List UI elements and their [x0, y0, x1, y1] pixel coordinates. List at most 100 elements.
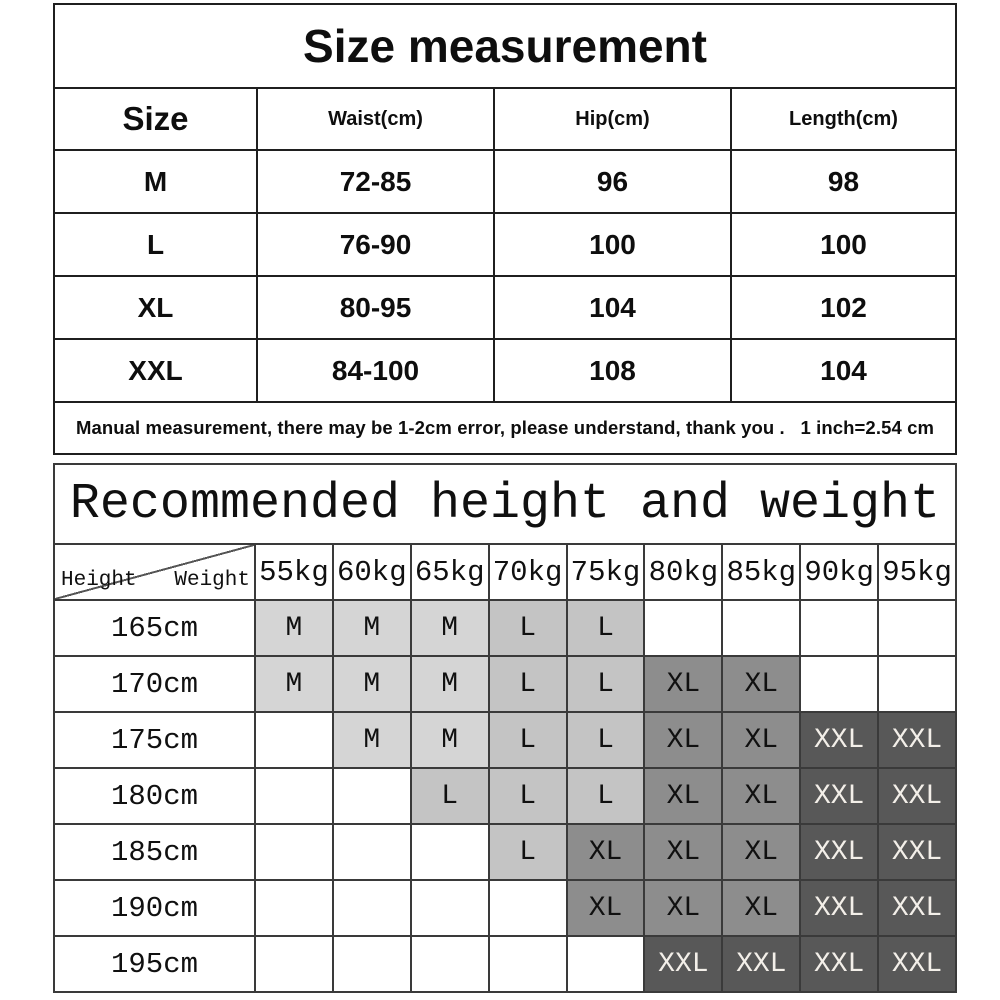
height-label: 195cm	[110, 947, 198, 981]
matrix-cell	[331, 937, 410, 991]
matrix-cell	[409, 825, 488, 879]
height-weight-corner-cell: Height Weight	[55, 545, 254, 599]
waist-value: 80-95	[256, 277, 493, 338]
matrix-cell: XL	[721, 825, 800, 879]
matrix-cell: XL	[721, 769, 800, 823]
matrix-cell: L	[565, 713, 644, 767]
weight-col-80kg: 80kg	[643, 545, 721, 599]
waist-value: 72-85	[256, 151, 493, 212]
size-label: L	[146, 228, 165, 260]
col-header-size: Size	[122, 100, 189, 137]
matrix-cell: XXL	[799, 881, 878, 935]
matrix-cell: XL	[721, 657, 800, 711]
weight-col-90kg: 90kg	[799, 545, 877, 599]
col-header-length: Length(cm)	[730, 89, 955, 149]
length-value: 100	[730, 214, 955, 275]
matrix-cell: L	[487, 713, 566, 767]
matrix-cell: L	[487, 769, 566, 823]
hip-value: 100	[493, 214, 730, 275]
matrix-cell: XXL	[877, 713, 955, 767]
weight-col-85kg: 85kg	[721, 545, 799, 599]
hip-value: 96	[493, 151, 730, 212]
recommended-height-weight-table: Recommended height and weight Height Wei…	[53, 463, 957, 993]
weight-col-55kg: 55kg	[254, 545, 332, 599]
matrix-cell	[721, 601, 799, 655]
matrix-cell: XL	[643, 713, 722, 767]
matrix-cell: L	[565, 657, 644, 711]
matrix-cell	[254, 713, 332, 767]
matrix-cell: XL	[721, 881, 800, 935]
height-label: 185cm	[110, 835, 198, 869]
matrix-cell	[409, 937, 488, 991]
matrix-cell: XXL	[799, 769, 878, 823]
matrix-cell	[331, 769, 410, 823]
matrix-cell	[254, 881, 332, 935]
matrix-cell	[565, 937, 644, 991]
size-table-header-row: Size Waist(cm) Hip(cm) Length(cm)	[55, 87, 955, 149]
matrix-row-185cm: 185cm L XL XL XL XXL XXL	[55, 823, 955, 879]
matrix-cell	[877, 657, 955, 711]
matrix-cell: XL	[721, 713, 800, 767]
matrix-cell: M	[331, 657, 410, 711]
matrix-cell	[643, 601, 721, 655]
length-value: 104	[730, 340, 955, 401]
matrix-cell: XXL	[877, 825, 955, 879]
size-label: M	[143, 165, 168, 197]
size-table-title: Size measurement	[303, 20, 707, 72]
weight-header-row: Height Weight 55kg 60kg 65kg 70kg 75kg 8…	[55, 543, 955, 599]
matrix-cell: M	[254, 601, 332, 655]
col-header-hip: Hip(cm)	[493, 89, 730, 149]
matrix-cell: XL	[643, 657, 722, 711]
size-row-m: M 72-85 96 98	[55, 149, 955, 212]
matrix-cell: L	[487, 601, 566, 655]
height-label: 165cm	[110, 611, 198, 645]
waist-value: 84-100	[256, 340, 493, 401]
recommended-table-title: Recommended height and weight	[69, 475, 941, 533]
length-value: 102	[730, 277, 955, 338]
waist-value: 76-90	[256, 214, 493, 275]
matrix-cell	[331, 881, 410, 935]
weight-col-60kg: 60kg	[331, 545, 410, 599]
matrix-cell	[487, 881, 566, 935]
matrix-cell	[799, 657, 877, 711]
size-row-xl: XL 80-95 104 102	[55, 275, 955, 338]
matrix-cell: XL	[565, 881, 644, 935]
matrix-cell: XL	[643, 825, 722, 879]
col-header-waist: Waist(cm)	[256, 89, 493, 149]
matrix-cell: M	[409, 601, 488, 655]
weight-col-70kg: 70kg	[487, 545, 566, 599]
matrix-cell	[254, 825, 332, 879]
matrix-cell: M	[409, 713, 488, 767]
weight-col-95kg: 95kg	[877, 545, 955, 599]
matrix-cell: XXL	[643, 937, 722, 991]
matrix-cell: XXL	[721, 937, 800, 991]
height-axis-label: Height	[61, 569, 137, 592]
size-label: XL	[137, 291, 174, 323]
matrix-cell: M	[409, 657, 488, 711]
matrix-cell: XXL	[799, 713, 878, 767]
length-value: 98	[730, 151, 955, 212]
matrix-row-180cm: 180cm L L L XL XL XXL XXL	[55, 767, 955, 823]
matrix-cell: L	[487, 825, 566, 879]
matrix-row-165cm: 165cm M M M L L	[55, 599, 955, 655]
matrix-cell	[254, 937, 332, 991]
height-label: 190cm	[110, 891, 198, 925]
size-row-xxl: XXL 84-100 108 104	[55, 338, 955, 401]
hip-value: 108	[493, 340, 730, 401]
matrix-cell: XXL	[877, 769, 955, 823]
matrix-cell: XL	[643, 769, 722, 823]
matrix-row-170cm: 170cm M M M L L XL XL	[55, 655, 955, 711]
weight-col-75kg: 75kg	[565, 545, 644, 599]
matrix-cell: L	[409, 769, 488, 823]
measurement-note: Manual measurement, there may be 1-2cm e…	[55, 401, 955, 453]
weight-col-65kg: 65kg	[409, 545, 488, 599]
matrix-row-175cm: 175cm M M L L XL XL XXL XXL	[55, 711, 955, 767]
height-label: 175cm	[110, 723, 198, 757]
matrix-cell: XL	[565, 825, 644, 879]
size-label: XXL	[128, 354, 183, 386]
weight-axis-label: Weight	[174, 569, 250, 592]
matrix-cell: XXL	[799, 937, 878, 991]
matrix-cell: M	[254, 657, 332, 711]
height-label: 170cm	[110, 667, 198, 701]
matrix-cell	[799, 601, 877, 655]
